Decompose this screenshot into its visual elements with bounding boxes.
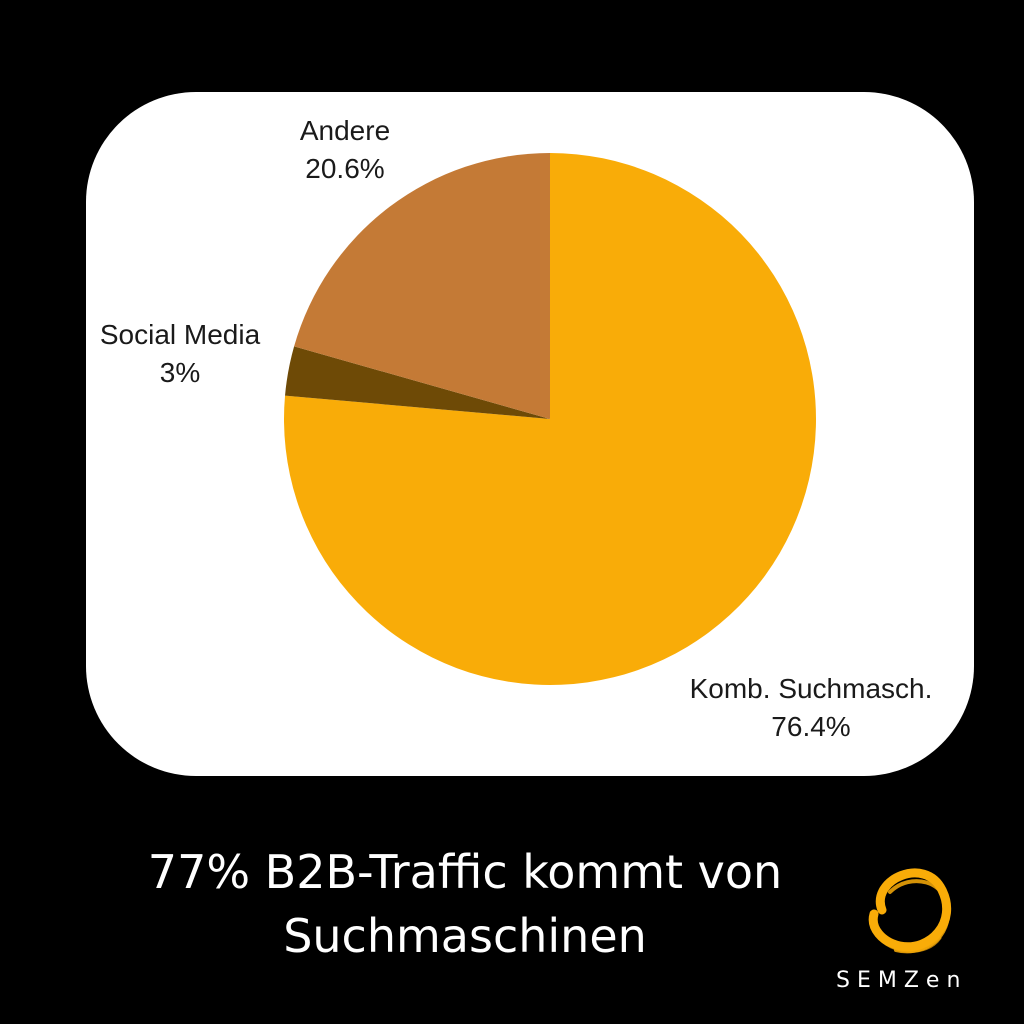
slice-label-name: Social Media [99,319,261,350]
slice-label-social-media: Social Media 3% [100,316,260,392]
semzen-logo-ring-icon [868,868,952,954]
slice-label-value: 76.4% [771,711,851,742]
slice-label-value: 3% [159,357,201,388]
slice-label-name: Komb. Suchmasch. [689,673,933,704]
pie-slice-social-media [285,346,550,419]
headline: 77% B2B-Traffic kommt von Suchmaschinen [0,840,930,968]
pie-slice-andere [294,153,550,419]
brand-name: SEMZen [836,968,968,993]
headline-line-1: 77% B2B-Traffic kommt von [147,845,783,899]
slice-label-andere: Andere 20.6% [300,112,390,188]
slice-label-name: Andere [299,115,391,146]
headline-line-2: Suchmaschinen [283,909,647,963]
slice-label-value: 20.6% [305,153,385,184]
slice-label-suchmaschinen: Komb. Suchmasch. 76.4% [690,670,933,746]
